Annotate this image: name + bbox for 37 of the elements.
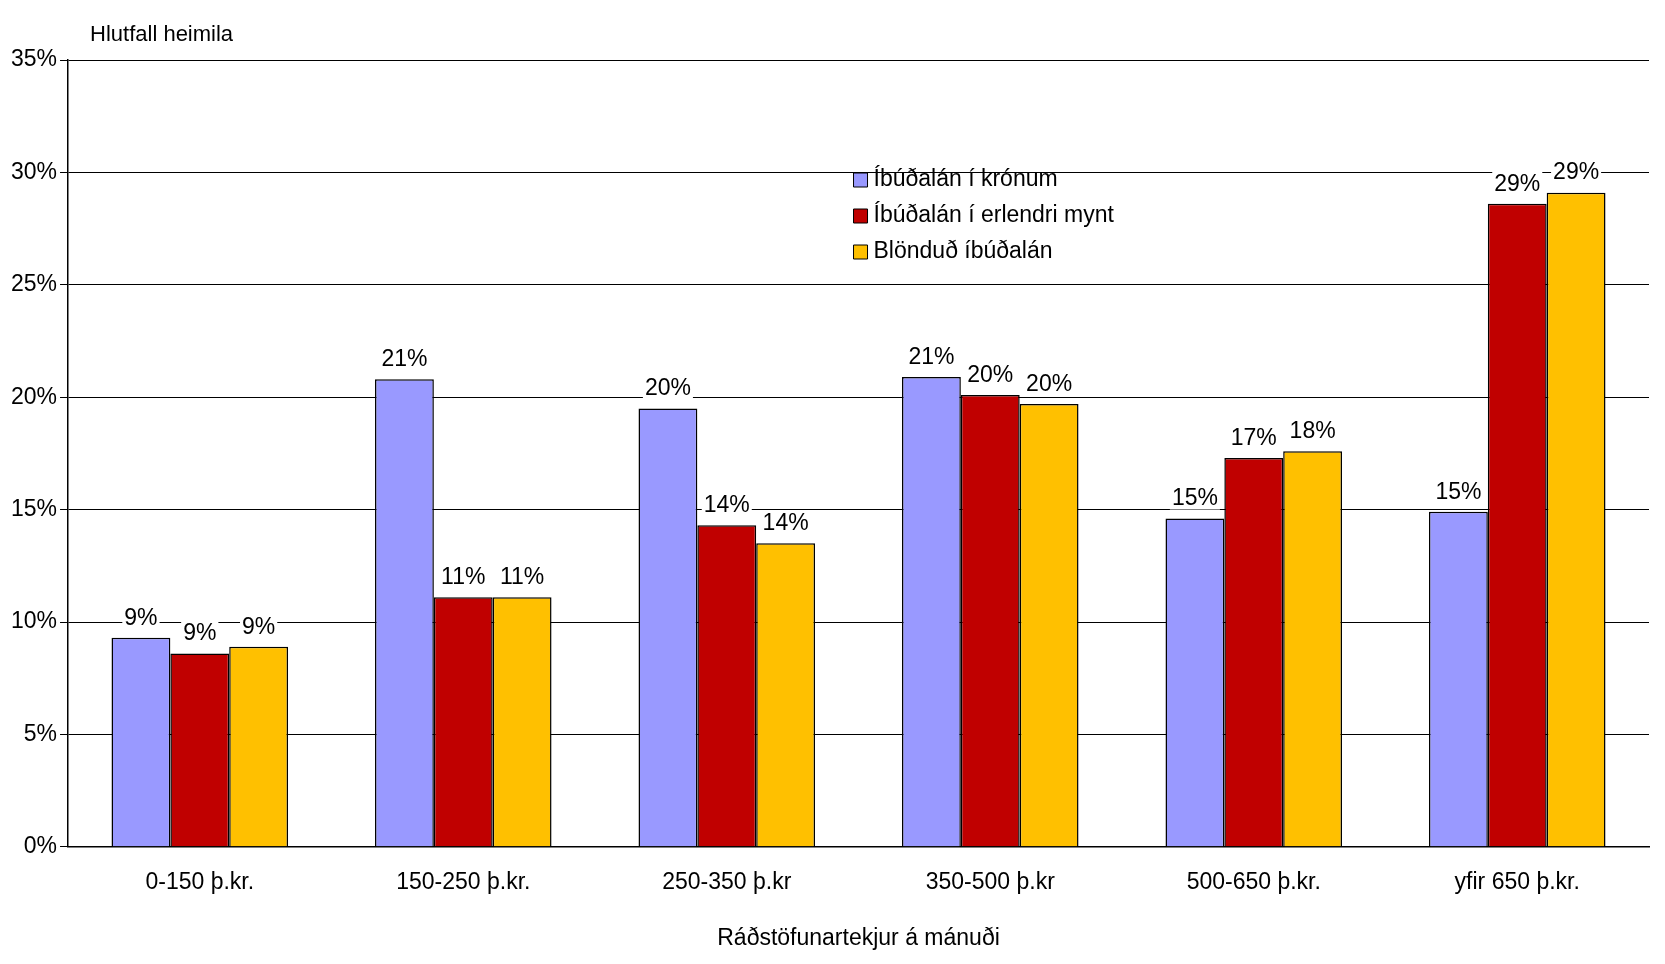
data-label: 9% [183,619,217,646]
x-tick-label: 150-250 þ.kr. [396,867,531,894]
data-label: 20% [644,374,691,401]
data-label: 20% [967,360,1014,387]
data-label: 21% [908,342,955,369]
data-label: 15% [1435,477,1482,504]
data-label: 18% [1289,417,1336,443]
data-label: 11% [499,563,545,590]
legend-label: Blönduð íbúðalán [873,237,1053,264]
data-label: 14% [762,509,809,536]
y-tick-label: 35% [10,45,58,72]
legend-label: Íbúðalán í krónum [873,165,1058,192]
y-tick-label: 5% [23,719,58,746]
data-label: 11% [441,563,486,590]
x-tick-label: 250-350 þ.kr [662,867,792,894]
x-tick-label: 350-500 þ.kr [925,867,1056,894]
x-tick-label: yfir 650 þ.kr. [1454,867,1580,894]
x-tick-label: 0-150 þ.kr. [145,867,255,894]
y-tick-label: 20% [10,382,58,409]
legend-label: Íbúðalán í erlendri mynt [873,201,1115,228]
data-label: 9% [124,603,158,630]
data-label: 29% [1553,158,1600,185]
y-tick-label: 15% [10,494,58,521]
data-label: 15% [1171,484,1218,511]
data-label: 9% [242,612,276,639]
y-tick-label: 30% [10,157,58,184]
data-label: 20% [1026,369,1073,396]
data-label: 14% [703,491,750,518]
data-label: 29% [1494,169,1541,196]
y-tick-label: 25% [10,270,58,297]
data-label: 17% [1230,423,1277,450]
x-axis-title: Ráðstöfunartekjur á mánuði [717,923,1000,950]
x-tick-label: 500-650 þ.kr. [1186,867,1321,894]
y-tick-label: 10% [10,607,58,634]
y-axis-title: Hlutfall heimila [90,21,234,47]
data-label: 21% [381,345,428,372]
y-tick-label: 0% [23,832,58,859]
